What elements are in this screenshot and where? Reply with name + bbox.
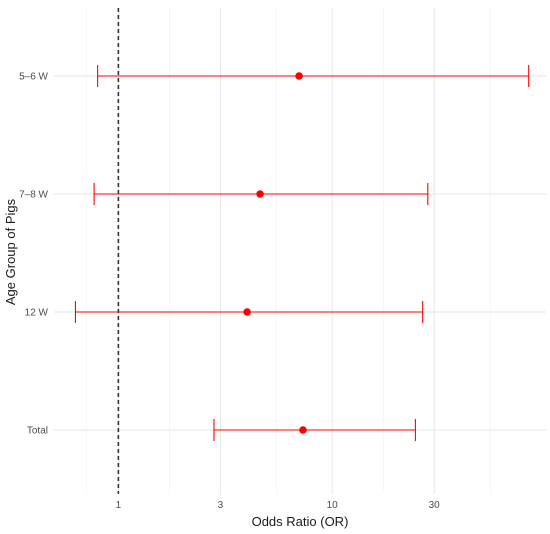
point-estimate-3 [299, 426, 307, 434]
grid-layer [54, 8, 546, 494]
y-tick-label-2: 12 W [25, 308, 49, 319]
y-axis-title: Age Group of Pigs [3, 198, 18, 305]
x-tick-label-0: 1 [116, 500, 122, 511]
point-estimate-2 [243, 308, 251, 316]
y-tick-label-0: 5–6 W [19, 72, 48, 83]
y-tick-label-3: Total [27, 426, 48, 437]
y-tick-labels: 5–6 W 7–8 W 12 W Total [19, 72, 48, 437]
x-tick-label-3: 30 [429, 500, 441, 511]
x-tick-label-1: 3 [218, 500, 224, 511]
y-tick-label-1: 7–8 W [19, 190, 48, 201]
data-layer [74, 65, 530, 441]
x-tick-label-2: 10 [327, 500, 339, 511]
point-estimate-0 [295, 72, 303, 80]
x-axis-title: Odds Ratio (OR) [252, 514, 349, 529]
point-estimate-1 [256, 190, 264, 198]
x-tick-labels: 1 3 10 30 [116, 500, 441, 511]
